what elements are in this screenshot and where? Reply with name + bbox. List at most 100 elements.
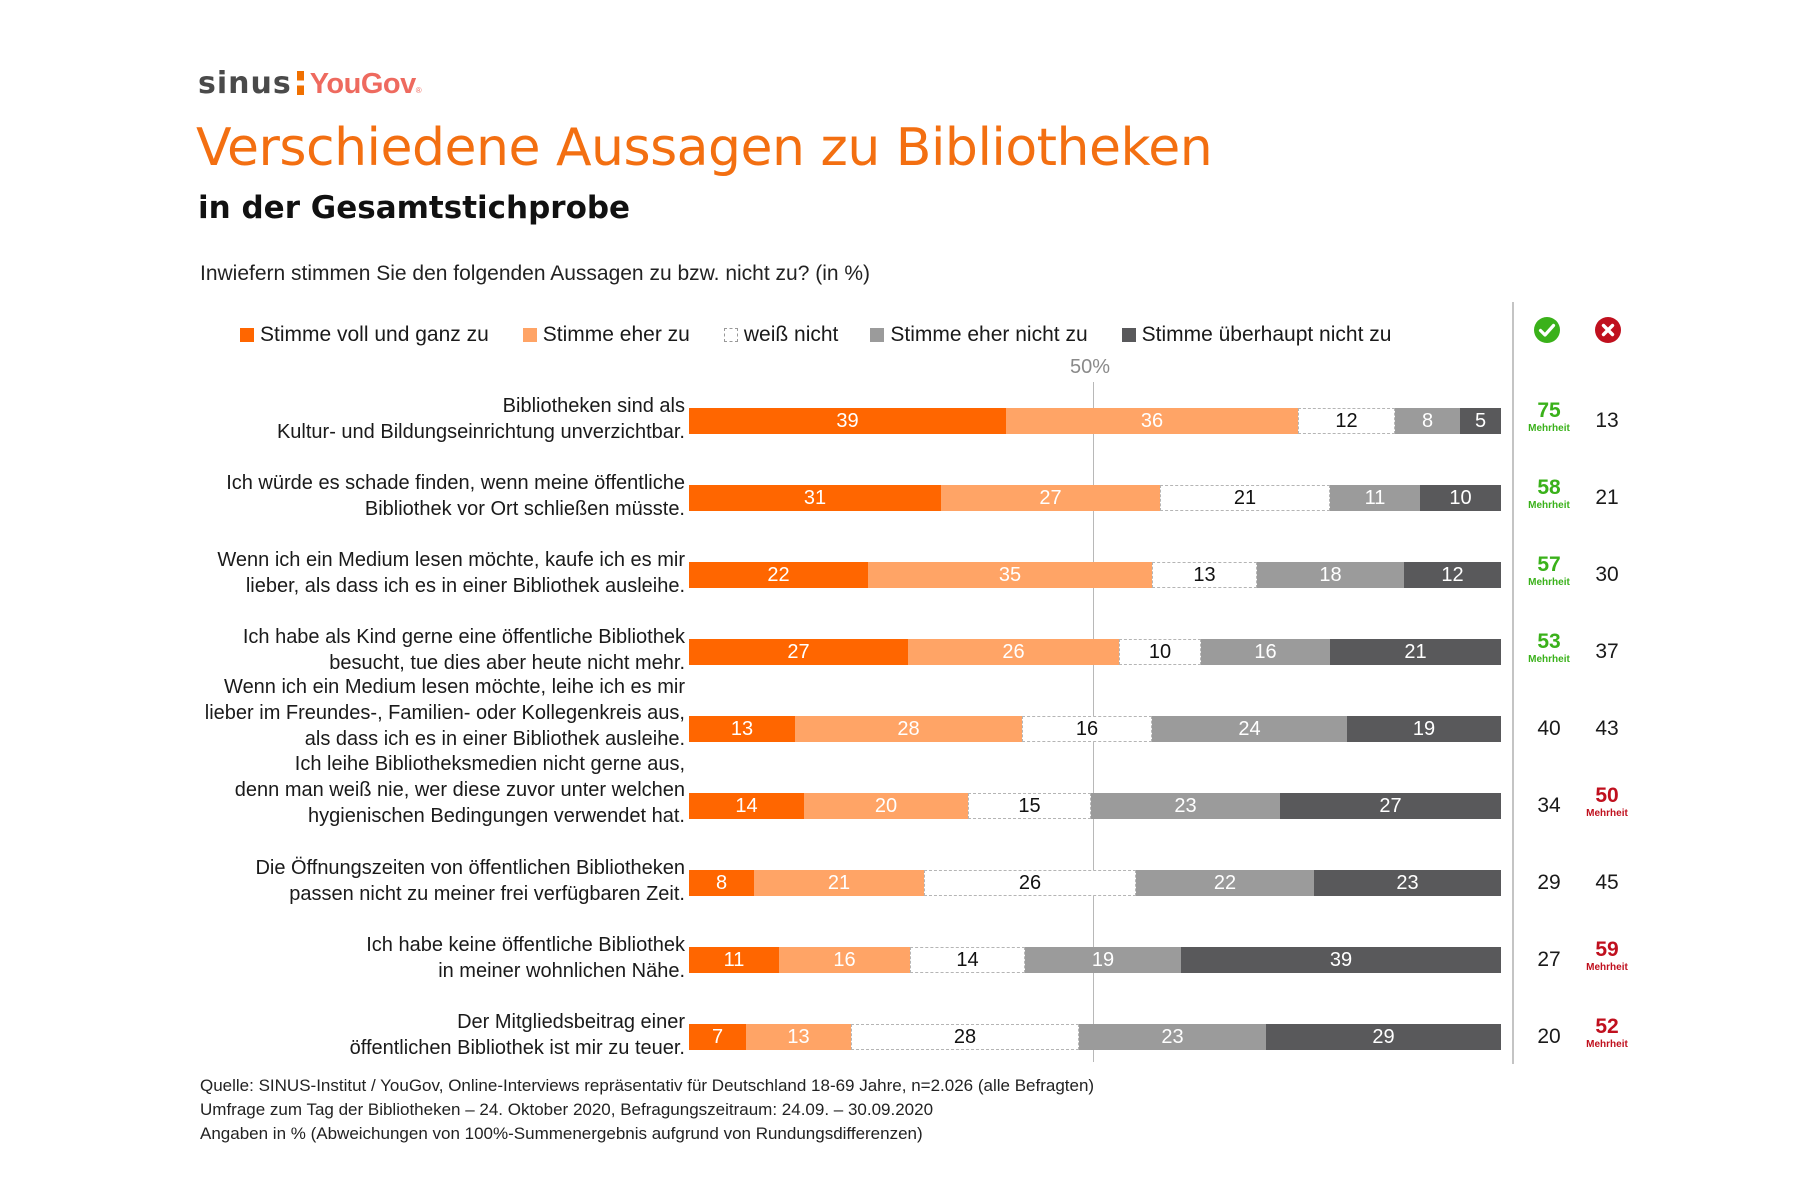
data-label: 11 — [1364, 486, 1386, 509]
bar-segment-strong-agree: 39 — [689, 408, 1006, 434]
logo-sinus: sinus — [198, 66, 292, 101]
row-label-line: Bibliotheken sind als — [502, 395, 685, 417]
data-label: 31 — [803, 486, 827, 509]
bar-segment-strong-disagree: 21 — [1330, 639, 1501, 665]
bar-segment-strong-agree: 8 — [689, 870, 754, 896]
bar-segment-strong-agree: 27 — [689, 639, 908, 665]
data-label: 27 — [787, 640, 810, 663]
logo-separator — [296, 71, 304, 95]
total-value: 57 — [1537, 553, 1561, 576]
legend-swatch-strong-agree — [240, 328, 254, 342]
data-label: 19 — [1412, 717, 1436, 740]
bar-segment-disagree: 18 — [1257, 562, 1404, 588]
legend-swatch-disagree — [870, 328, 885, 342]
row-label: Wenn ich ein Medium lesen möchte, kaufe … — [217, 547, 685, 599]
legend-label: Stimme eher nicht zu — [890, 323, 1088, 346]
bar-segment-agree: 16 — [779, 947, 910, 973]
bar-segment-disagree: 24 — [1152, 716, 1347, 742]
row-label-line: Ich würde es schade finden, wenn meine ö… — [226, 472, 685, 494]
row-label: Bibliotheken sind als Kultur- und Bildung… — [277, 393, 685, 445]
bar-segment-strong-disagree: 29 — [1266, 1024, 1501, 1050]
disagree-total: 13 — [1572, 409, 1642, 433]
bar-segment-strong-agree: 31 — [689, 485, 941, 511]
data-label: 8 — [1421, 409, 1434, 432]
disagree-total: 43 — [1572, 717, 1642, 741]
data-label: 16 — [1254, 640, 1277, 663]
legend-swatch-agree — [522, 328, 537, 342]
data-label: 10 — [1148, 640, 1172, 663]
legend-label: weiß nicht — [743, 323, 839, 346]
bar-segment-strong-agree: 22 — [689, 562, 868, 588]
data-label: 21 — [1233, 486, 1257, 509]
data-label: 29 — [1372, 1025, 1395, 1048]
row-label: Ich würde es schade finden, wenn meine ö… — [226, 470, 685, 522]
row-label-line: in meiner wohnlichen Nähe. — [438, 960, 685, 982]
row-label: Ich habe keine öffentliche Bibliothek in … — [366, 932, 685, 984]
bar-segment-strong-disagree: 27 — [1280, 793, 1501, 819]
row-label-line: Bibliothek vor Ort schließen müsste. — [364, 498, 685, 520]
data-label: 23 — [1174, 794, 1197, 817]
bar-segment-strong-disagree: 10 — [1420, 485, 1501, 511]
row-label-line: Der Mitgliedsbeitrag einer — [457, 1011, 685, 1033]
row-label-line: lieber, als dass ich es in einer Bibliot… — [245, 575, 685, 597]
row-label-line: Die Öffnungszeiten von öffentlichen Bibl… — [255, 857, 685, 879]
row-label: Ich habe als Kind gerne eine öffentliche… — [243, 624, 685, 676]
logo-yougov: YouGov — [309, 68, 417, 100]
stacked-bar: 11 16 14 19 39 — [689, 947, 1501, 973]
data-label: 16 — [1075, 717, 1099, 740]
bar-segment-dont-know: 13 — [1152, 562, 1257, 588]
row-label: Die Öffnungszeiten von öffentlichen Bibl… — [255, 855, 685, 907]
row-label-line: Ich habe als Kind gerne eine öffentliche… — [242, 626, 685, 648]
data-label: 5 — [1474, 409, 1487, 432]
bar-segment-strong-agree: 11 — [689, 947, 779, 973]
bar-segment-agree: 35 — [868, 562, 1152, 588]
total-value: 75 — [1537, 399, 1561, 422]
data-label: 16 — [833, 948, 856, 971]
data-label: 27 — [1039, 486, 1062, 509]
disagree-total: 45 — [1572, 871, 1642, 895]
stacked-bar: 13 28 16 24 19 — [689, 716, 1501, 742]
row-label: Wenn ich ein Medium lesen möchte, leihe … — [205, 674, 685, 752]
agree-total: 20 — [1514, 1025, 1584, 1049]
total-value: 27 — [1537, 948, 1561, 971]
bar-segment-dont-know: 28 — [851, 1024, 1079, 1050]
legend-label: Stimme überhaupt nicht zu — [1141, 323, 1392, 346]
disagree-total: 59 Mehrheit — [1572, 938, 1642, 974]
bar-segment-dont-know: 14 — [910, 947, 1025, 973]
total-value: 59 — [1595, 938, 1619, 961]
data-label: 8 — [715, 871, 728, 894]
majority-label: Mehrheit — [1528, 654, 1570, 665]
row-label-line: öffentlichen Bibliothek ist mir zu teuer… — [349, 1037, 685, 1059]
total-value: 50 — [1595, 784, 1619, 807]
data-label: 19 — [1091, 948, 1115, 971]
row-label-line: besucht, tue dies aber heute nicht mehr. — [329, 652, 685, 674]
bar-segment-agree: 36 — [1006, 408, 1298, 434]
row-label-line: Ich habe keine öffentliche Bibliothek — [366, 934, 685, 956]
legend-swatch-dont-know — [723, 328, 738, 342]
reference-line-label: 50% — [1070, 356, 1111, 378]
stacked-bar: 27 26 10 16 21 — [689, 639, 1501, 665]
data-label: 12 — [1441, 563, 1464, 586]
total-value: 13 — [1595, 409, 1619, 432]
data-label: 28 — [897, 717, 920, 740]
bar-segment-disagree: 11 — [1330, 485, 1420, 511]
stacked-bar: 31 27 21 11 10 — [689, 485, 1501, 511]
data-label: 10 — [1449, 486, 1472, 509]
majority-label: Mehrheit — [1586, 808, 1628, 819]
data-label: 39 — [836, 409, 859, 432]
footnote-source: Quelle: SINUS-Institut / YouGov, Online-… — [200, 1076, 1095, 1095]
legend-item-dont-know: weiß nicht — [723, 323, 839, 347]
bar-segment-strong-disagree: 39 — [1181, 947, 1501, 973]
x-circle-icon — [1595, 317, 1621, 343]
legend-label: Stimme eher zu — [542, 323, 690, 346]
data-label: 26 — [1018, 871, 1042, 894]
data-label: 24 — [1238, 717, 1261, 740]
row-label-line: lieber im Freundes-, Familien- oder Koll… — [204, 702, 685, 724]
legend-label: Stimme voll und ganz zu — [260, 323, 489, 346]
total-value: 58 — [1537, 476, 1561, 499]
chart-legend: Stimme voll und ganz zu Stimme eher zu w… — [240, 320, 1391, 350]
data-label: 22 — [1213, 871, 1237, 894]
data-label: 13 — [787, 1025, 810, 1048]
row-label-line: hygienischen Bedingungen verwendet hat. — [308, 805, 685, 827]
total-value: 53 — [1537, 630, 1561, 653]
